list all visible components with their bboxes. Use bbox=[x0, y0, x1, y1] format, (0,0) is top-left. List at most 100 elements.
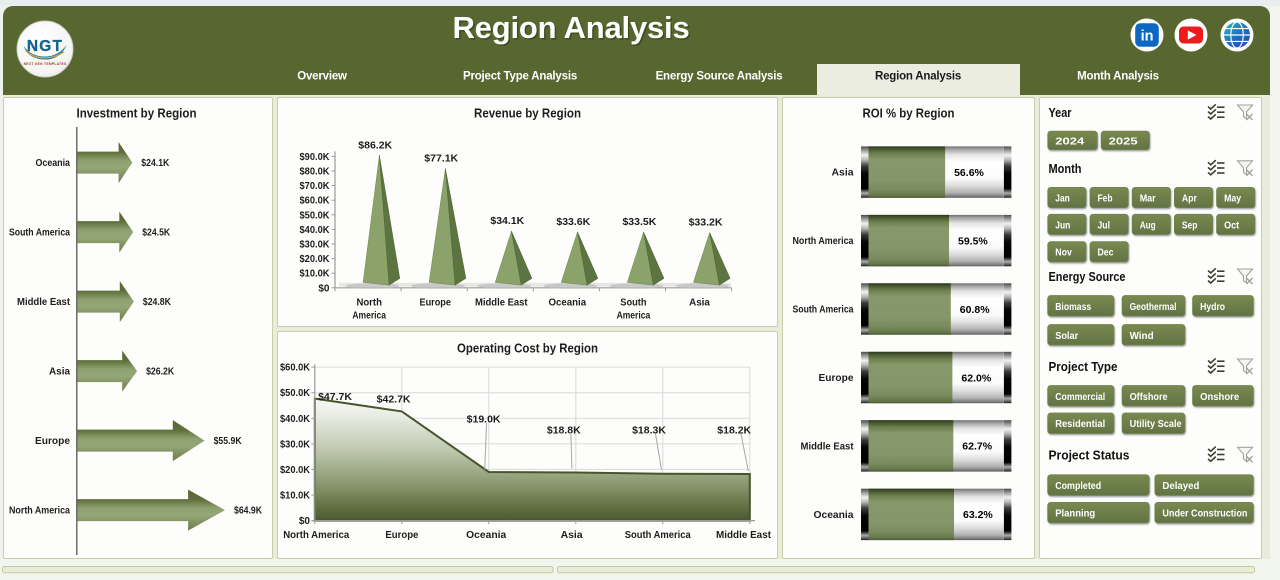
svg-text:Biomass: Biomass bbox=[1055, 302, 1091, 313]
svg-text:Region Analysis: Region Analysis bbox=[454, 12, 691, 47]
svg-text:$33.5K: $33.5K bbox=[622, 216, 656, 228]
svg-text:$86.2K: $86.2K bbox=[358, 139, 392, 151]
svg-text:60.8%: 60.8% bbox=[960, 304, 990, 316]
svg-text:Sep: Sep bbox=[1182, 220, 1198, 231]
svg-text:Mar: Mar bbox=[1140, 194, 1156, 205]
svg-text:$10.0K: $10.0K bbox=[300, 269, 331, 280]
svg-text:Region Analysis: Region Analysis bbox=[875, 71, 961, 83]
svg-text:Hydro: Hydro bbox=[1200, 302, 1225, 313]
svg-text:Offshore: Offshore bbox=[1130, 392, 1168, 403]
svg-text:South: South bbox=[620, 297, 646, 308]
svg-text:North: North bbox=[356, 297, 382, 308]
svg-text:Overview: Overview bbox=[297, 71, 347, 83]
svg-text:Onshore: Onshore bbox=[1200, 392, 1239, 403]
svg-text:Jan: Jan bbox=[1055, 194, 1070, 205]
svg-text:Delayed: Delayed bbox=[1162, 481, 1199, 492]
svg-text:Solar: Solar bbox=[1055, 331, 1078, 342]
svg-text:$47.7K: $47.7K bbox=[318, 391, 352, 403]
svg-text:Investment by Region: Investment by Region bbox=[77, 107, 197, 121]
svg-text:Europe: Europe bbox=[420, 297, 452, 308]
svg-text:America: America bbox=[352, 310, 386, 321]
svg-text:$77.1K: $77.1K bbox=[424, 153, 458, 165]
svg-text:Nov: Nov bbox=[1055, 248, 1072, 259]
svg-text:$50.0K: $50.0K bbox=[280, 388, 311, 399]
svg-text:Region Analysis: Region Analysis bbox=[452, 10, 689, 45]
svg-text:Energy Source: Energy Source bbox=[1049, 270, 1126, 284]
svg-text:Jun: Jun bbox=[1055, 220, 1070, 231]
svg-text:Under Construction: Under Construction bbox=[1162, 509, 1247, 520]
svg-text:$64.9K: $64.9K bbox=[234, 506, 263, 517]
svg-text:$40.0K: $40.0K bbox=[300, 225, 331, 236]
svg-text:$33.2K: $33.2K bbox=[689, 217, 723, 229]
svg-text:$90.0K: $90.0K bbox=[300, 152, 331, 163]
svg-text:56.6%: 56.6% bbox=[954, 167, 984, 179]
svg-text:May: May bbox=[1224, 194, 1241, 205]
svg-text:Completed: Completed bbox=[1055, 481, 1101, 492]
svg-text:$20.0K: $20.0K bbox=[300, 254, 331, 265]
svg-text:$70.0K: $70.0K bbox=[300, 181, 331, 192]
svg-text:$18.2K: $18.2K bbox=[717, 424, 751, 436]
svg-text:Europe: Europe bbox=[35, 436, 70, 447]
svg-text:Oceania: Oceania bbox=[36, 158, 71, 169]
svg-text:62.0%: 62.0% bbox=[961, 372, 991, 384]
svg-text:$0: $0 bbox=[299, 516, 311, 527]
svg-text:Month Analysis: Month Analysis bbox=[1077, 71, 1159, 83]
svg-text:Middle East: Middle East bbox=[17, 297, 71, 308]
svg-text:$80.0K: $80.0K bbox=[300, 167, 331, 178]
svg-text:62.7%: 62.7% bbox=[962, 441, 992, 453]
svg-text:$55.9K: $55.9K bbox=[214, 436, 243, 447]
svg-text:$20.0K: $20.0K bbox=[280, 465, 311, 476]
svg-text:Middle East: Middle East bbox=[716, 530, 772, 541]
svg-text:Jul: Jul bbox=[1098, 220, 1111, 231]
svg-text:Month: Month bbox=[1049, 162, 1082, 176]
svg-text:Oceania: Oceania bbox=[466, 530, 506, 541]
svg-text:ROI % by Region: ROI % by Region bbox=[863, 107, 955, 121]
svg-text:2024: 2024 bbox=[1055, 136, 1084, 147]
svg-text:$33.6K: $33.6K bbox=[556, 216, 590, 228]
svg-text:Asia: Asia bbox=[832, 168, 854, 179]
svg-text:Residential: Residential bbox=[1055, 419, 1105, 430]
svg-text:Oct: Oct bbox=[1224, 220, 1239, 231]
svg-text:Wind: Wind bbox=[1130, 331, 1154, 342]
svg-text:North America: North America bbox=[283, 530, 349, 541]
svg-text:Oceania: Oceania bbox=[814, 510, 854, 521]
svg-text:59.5%: 59.5% bbox=[958, 235, 988, 247]
svg-text:Asia: Asia bbox=[561, 530, 583, 541]
svg-text:Revenue by Region: Revenue by Region bbox=[474, 107, 581, 121]
svg-text:Dec: Dec bbox=[1098, 248, 1114, 259]
svg-text:North America: North America bbox=[793, 236, 854, 247]
svg-text:$42.7K: $42.7K bbox=[377, 394, 411, 406]
svg-text:America: America bbox=[617, 310, 651, 321]
svg-text:NEXT GEN TEMPLATES: NEXT GEN TEMPLATES bbox=[24, 62, 67, 66]
svg-text:$0: $0 bbox=[318, 283, 330, 294]
svg-text:Energy Source Analysis: Energy Source Analysis bbox=[656, 71, 783, 83]
svg-text:Apr: Apr bbox=[1182, 194, 1197, 205]
svg-text:Middle East: Middle East bbox=[801, 442, 855, 453]
svg-text:Europe: Europe bbox=[385, 530, 418, 541]
svg-text:Planning: Planning bbox=[1055, 509, 1095, 520]
svg-text:$60.0K: $60.0K bbox=[280, 363, 311, 374]
svg-text:NGT: NGT bbox=[27, 38, 63, 55]
svg-text:$50.0K: $50.0K bbox=[300, 210, 331, 221]
svg-text:$19.0K: $19.0K bbox=[467, 413, 501, 425]
svg-text:$24.8K: $24.8K bbox=[143, 297, 172, 308]
svg-text:Asia: Asia bbox=[689, 297, 710, 308]
svg-text:$60.0K: $60.0K bbox=[300, 196, 331, 207]
svg-text:in: in bbox=[1141, 29, 1154, 45]
svg-text:$26.2K: $26.2K bbox=[146, 367, 175, 378]
svg-text:South America: South America bbox=[9, 228, 70, 239]
svg-text:$10.0K: $10.0K bbox=[280, 491, 311, 502]
svg-text:South America: South America bbox=[793, 305, 854, 316]
svg-text:Geothermal: Geothermal bbox=[1130, 302, 1177, 313]
svg-text:Operating Cost by Region: Operating Cost by Region bbox=[457, 342, 598, 356]
svg-text:North America: North America bbox=[9, 506, 70, 517]
svg-text:$30.0K: $30.0K bbox=[280, 439, 311, 450]
svg-text:South America: South America bbox=[625, 530, 691, 541]
svg-text:$18.3K: $18.3K bbox=[632, 424, 666, 436]
svg-text:$24.5K: $24.5K bbox=[142, 228, 171, 239]
svg-text:Year: Year bbox=[1049, 106, 1072, 120]
svg-text:Aug: Aug bbox=[1140, 220, 1156, 231]
svg-text:$34.1K: $34.1K bbox=[490, 215, 524, 227]
svg-text:Project Type Analysis: Project Type Analysis bbox=[463, 71, 577, 83]
svg-text:Commercial: Commercial bbox=[1055, 392, 1105, 403]
